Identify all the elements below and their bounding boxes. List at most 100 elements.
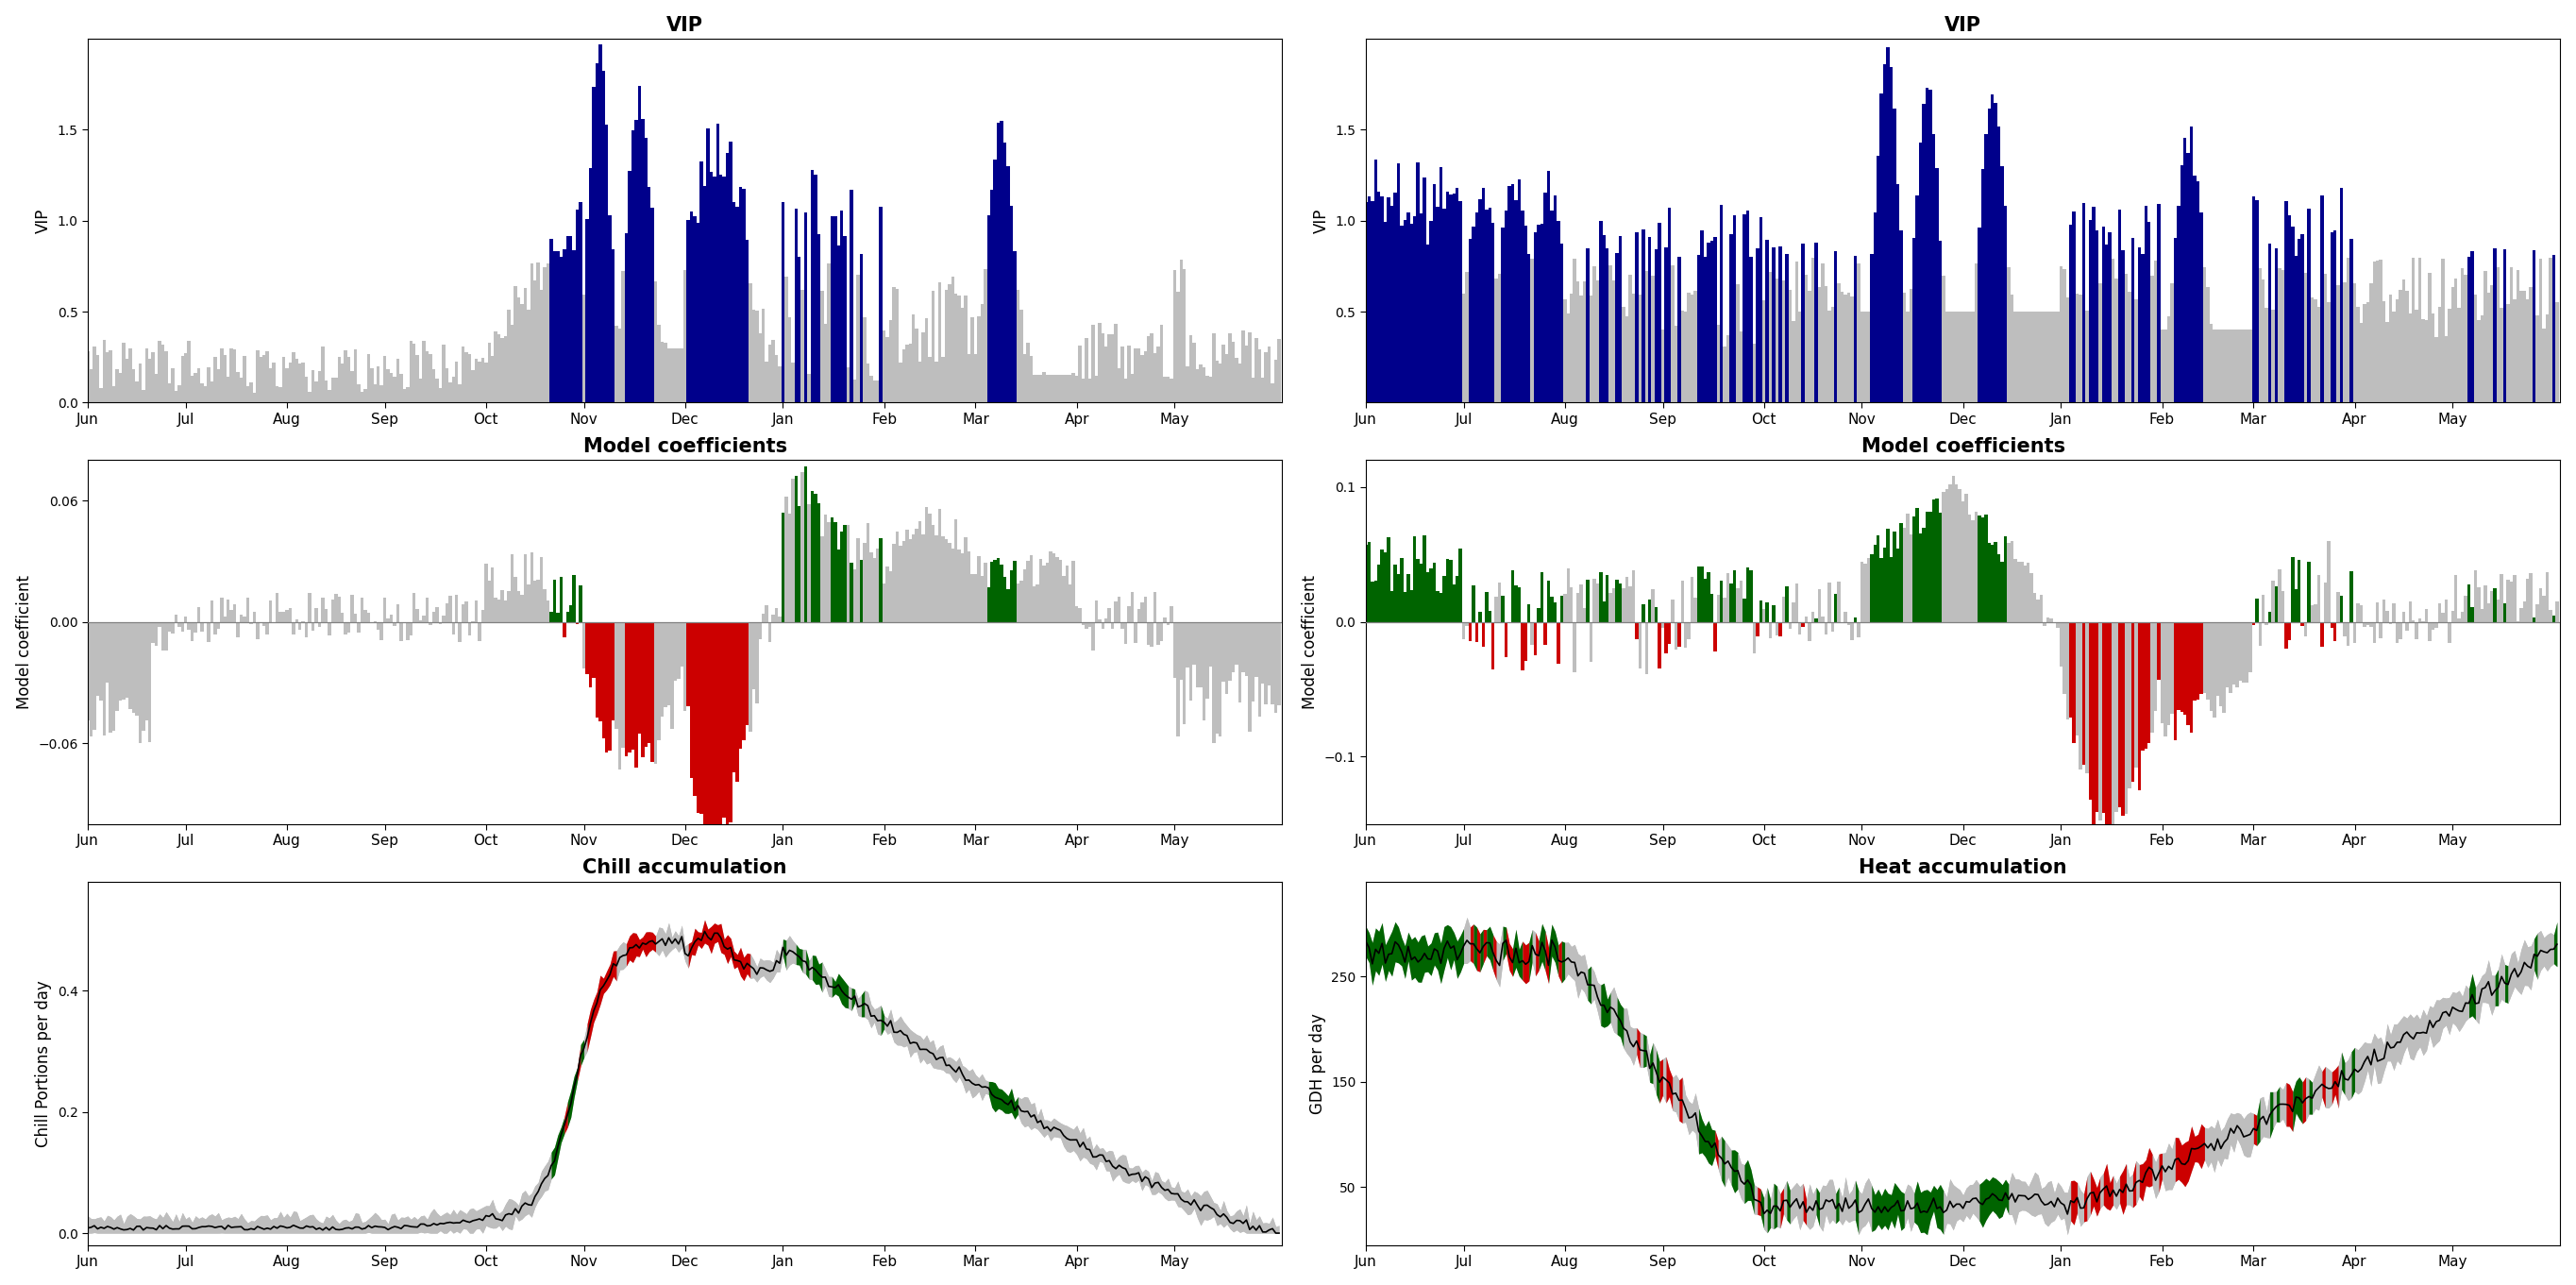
Bar bbox=[1762, 299, 1765, 402]
Bar bbox=[1844, 294, 1847, 402]
Bar bbox=[1502, 596, 1504, 622]
Bar bbox=[1036, 375, 1038, 402]
Bar bbox=[788, 317, 791, 402]
Bar bbox=[2277, 269, 2282, 402]
Bar bbox=[2197, 622, 2200, 699]
Bar bbox=[273, 362, 276, 402]
Bar bbox=[1007, 589, 1010, 622]
Bar bbox=[410, 341, 412, 402]
Bar bbox=[567, 236, 569, 402]
Bar bbox=[2362, 303, 2367, 402]
Bar bbox=[1012, 560, 1018, 622]
Bar bbox=[1275, 622, 1278, 713]
Bar bbox=[1989, 544, 1991, 622]
Bar bbox=[1229, 333, 1231, 402]
Y-axis label: Model coefficient: Model coefficient bbox=[15, 574, 33, 709]
Bar bbox=[969, 353, 971, 402]
Bar bbox=[2128, 622, 2130, 788]
Bar bbox=[961, 553, 963, 622]
Bar bbox=[2066, 622, 2069, 720]
Bar bbox=[456, 595, 459, 622]
Bar bbox=[1430, 221, 1432, 402]
Bar bbox=[242, 356, 247, 402]
Bar bbox=[1195, 370, 1198, 402]
Bar bbox=[2553, 254, 2555, 402]
Bar bbox=[386, 369, 389, 402]
Bar bbox=[407, 622, 410, 640]
Bar bbox=[1121, 622, 1123, 628]
Bar bbox=[2499, 574, 2504, 622]
Bar bbox=[1051, 554, 1056, 622]
Bar bbox=[1512, 185, 1515, 402]
Bar bbox=[621, 622, 623, 748]
Bar bbox=[945, 289, 948, 402]
Bar bbox=[2491, 591, 2494, 622]
Bar bbox=[1553, 603, 1556, 622]
Bar bbox=[1978, 227, 1981, 402]
Bar bbox=[835, 523, 837, 622]
Bar bbox=[1172, 270, 1177, 402]
Bar bbox=[1960, 312, 1965, 402]
Bar bbox=[801, 290, 804, 402]
Bar bbox=[438, 388, 443, 402]
Bar bbox=[2545, 572, 2548, 622]
Bar bbox=[1579, 583, 1582, 622]
Bar bbox=[345, 351, 348, 402]
Bar bbox=[1213, 333, 1216, 402]
Bar bbox=[451, 377, 456, 402]
Bar bbox=[1685, 622, 1687, 648]
Bar bbox=[2045, 312, 2050, 402]
Bar bbox=[1749, 257, 1752, 402]
Bar bbox=[1708, 572, 1710, 622]
Bar bbox=[2287, 622, 2290, 640]
Bar bbox=[407, 387, 410, 402]
Bar bbox=[1940, 240, 1942, 402]
Bar bbox=[211, 382, 214, 402]
Bar bbox=[2205, 622, 2210, 699]
Bar bbox=[260, 357, 263, 402]
Bar bbox=[2164, 330, 2166, 402]
Bar bbox=[1868, 312, 1870, 402]
Bar bbox=[2506, 303, 2509, 402]
Bar bbox=[1826, 311, 1832, 402]
Bar bbox=[827, 263, 829, 402]
Bar bbox=[2138, 248, 2141, 402]
Bar bbox=[2115, 279, 2117, 402]
Bar bbox=[191, 622, 193, 641]
Bar bbox=[1798, 622, 1801, 635]
Bar bbox=[2486, 603, 2491, 622]
Bar bbox=[358, 622, 361, 634]
Bar bbox=[963, 537, 969, 622]
Bar bbox=[1922, 103, 1924, 402]
Bar bbox=[1734, 571, 1736, 622]
Bar bbox=[2481, 609, 2483, 622]
Bar bbox=[1777, 622, 1783, 636]
Bar bbox=[2416, 622, 2419, 640]
Bar bbox=[639, 622, 641, 734]
Bar bbox=[2228, 622, 2233, 694]
Bar bbox=[634, 622, 639, 768]
Bar bbox=[469, 622, 471, 635]
Bar bbox=[1543, 622, 1548, 645]
Bar bbox=[1775, 622, 1777, 636]
Bar bbox=[1847, 292, 1850, 402]
Bar bbox=[1592, 578, 1597, 622]
Bar bbox=[914, 329, 920, 402]
Bar bbox=[765, 605, 768, 622]
Bar bbox=[2120, 251, 2125, 402]
Bar bbox=[397, 604, 399, 622]
Bar bbox=[348, 622, 350, 632]
Bar bbox=[1991, 545, 1994, 622]
Bar bbox=[948, 542, 951, 622]
Bar bbox=[1066, 375, 1069, 402]
Bar bbox=[1700, 230, 1703, 402]
Bar bbox=[647, 622, 652, 743]
Bar bbox=[2483, 271, 2486, 402]
Bar bbox=[90, 622, 93, 736]
Bar bbox=[2241, 330, 2246, 402]
Bar bbox=[2264, 622, 2269, 625]
Bar bbox=[348, 357, 350, 402]
Bar bbox=[1880, 93, 1883, 402]
Bar bbox=[1146, 622, 1149, 645]
Bar bbox=[325, 380, 327, 402]
